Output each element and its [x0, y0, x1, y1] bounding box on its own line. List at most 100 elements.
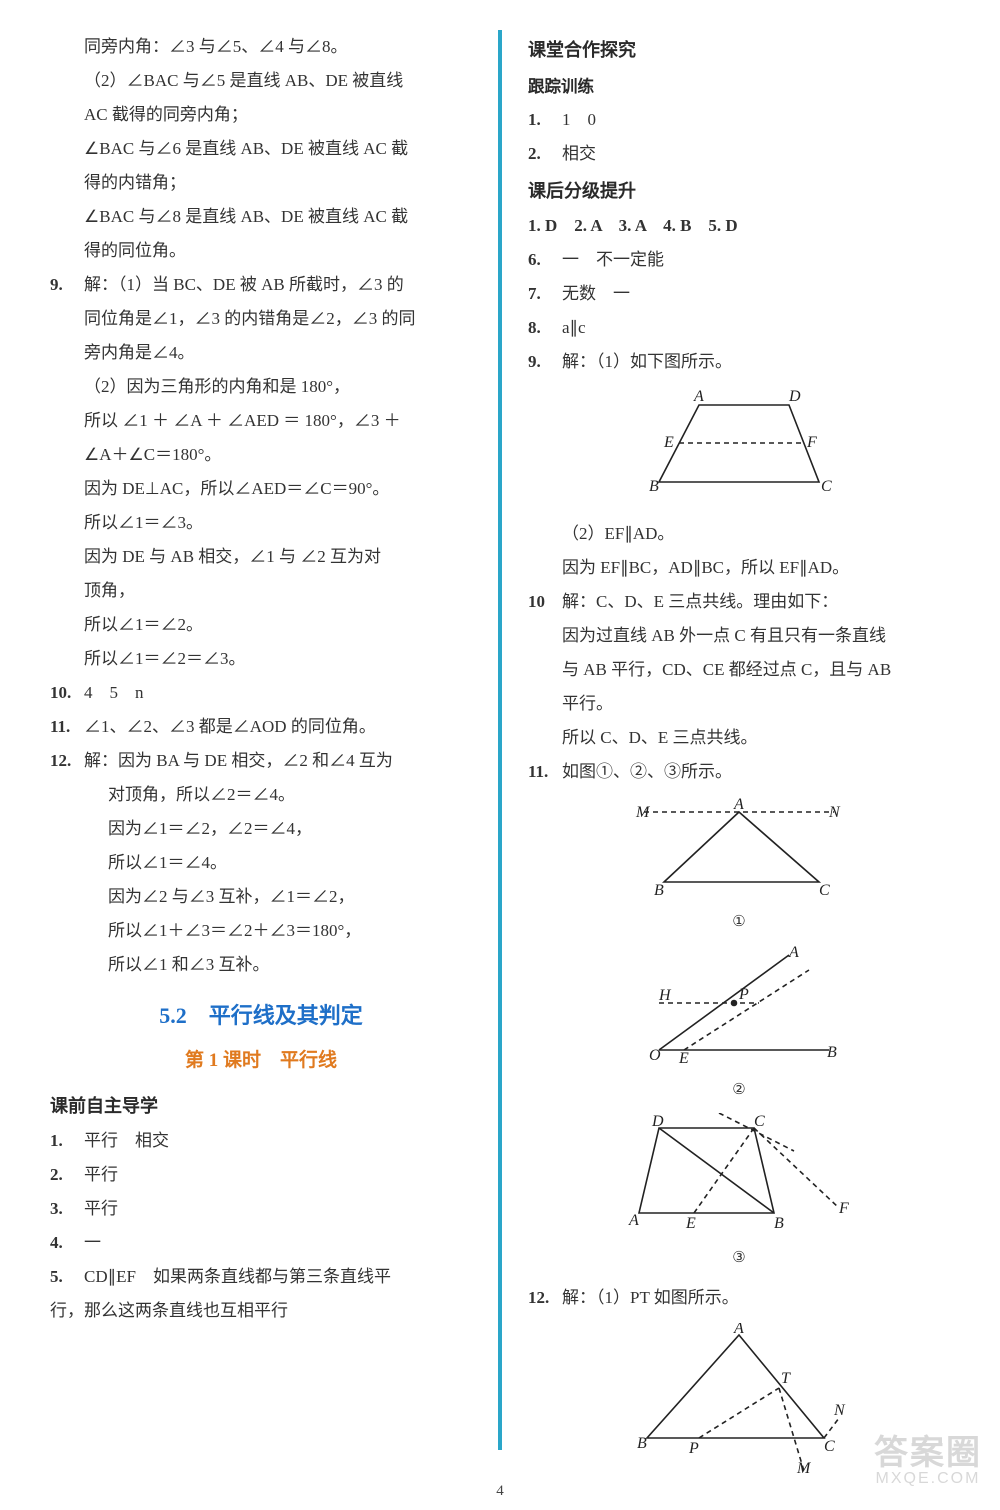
para: 因为 DE⊥AC，所以∠AED＝∠C＝90°。 — [50, 472, 472, 506]
subsection-title: 第 1 课时 平行线 — [50, 1042, 472, 1080]
track-2: 2. 相交 — [528, 137, 950, 171]
item-7: 7. 无数 一 — [528, 277, 950, 311]
svg-text:D: D — [651, 1113, 664, 1130]
item-11: 11. 如图①、②、③所示。 — [528, 755, 950, 789]
item-number: 9. — [50, 268, 84, 302]
item-body: 一 — [84, 1226, 472, 1260]
para: （2）EF∥AD。 — [528, 517, 950, 551]
item-number: 1. — [50, 1124, 84, 1158]
svg-text:A: A — [733, 1323, 744, 1337]
para: 所以∠1＋∠3＝∠2＋∠3＝180°， — [50, 914, 472, 948]
svg-text:B: B — [774, 1215, 784, 1232]
item-body: 解：C、D、E 三点共线。理由如下： — [562, 585, 950, 619]
svg-text:M: M — [635, 804, 651, 821]
item-number: 3. — [50, 1192, 84, 1226]
pre-1: 1. 平行 相交 — [50, 1124, 472, 1158]
svg-text:E: E — [663, 434, 674, 451]
para: 因为 DE 与 AB 相交，∠1 与 ∠2 互为对 — [50, 540, 472, 574]
pre-3: 3. 平行 — [50, 1192, 472, 1226]
figure-label: ① — [528, 907, 950, 937]
item-body: 相交 — [562, 137, 950, 171]
para: ∠A＋∠C＝180°。 — [50, 438, 472, 472]
para: 所以 C、D、E 三点共线。 — [528, 721, 950, 755]
item-number: 1. — [528, 103, 562, 137]
two-column-layout: 同旁内角：∠3 与∠5、∠4 与∠8。 （2）∠BAC 与∠5 是直线 AB、D… — [40, 30, 960, 1450]
svg-text:N: N — [833, 1402, 846, 1419]
section-title: 5.2 平行线及其判定 — [50, 994, 472, 1038]
para: 因为 EF∥BC，AD∥BC，所以 EF∥AD。 — [528, 551, 950, 585]
svg-text:H: H — [658, 987, 672, 1004]
para: 所以∠1＝∠2。 — [50, 608, 472, 642]
svg-text:P: P — [738, 986, 749, 1003]
right-column: 课堂合作探究 跟踪训练 1. 1 0 2. 相交 课后分级提升 1. D 2. … — [504, 30, 960, 1450]
para: 得的同位角。 — [50, 234, 472, 268]
svg-text:A: A — [788, 945, 799, 961]
svg-text:A: A — [628, 1212, 639, 1229]
item-number: 2. — [50, 1158, 84, 1192]
left-column: 同旁内角：∠3 与∠5、∠4 与∠8。 （2）∠BAC 与∠5 是直线 AB、D… — [40, 30, 496, 1450]
pre-2: 2. 平行 — [50, 1158, 472, 1192]
svg-text:B: B — [827, 1044, 837, 1061]
para: 所以∠1 和∠3 互补。 — [50, 948, 472, 982]
svg-text:C: C — [821, 478, 832, 495]
item-11: 11. ∠1、∠2、∠3 都是∠AOD 的同位角。 — [50, 710, 472, 744]
svg-text:A: A — [693, 388, 704, 405]
watermark-line1: 答案圈 — [874, 1425, 982, 1474]
svg-text:M: M — [796, 1460, 812, 1473]
para: （2）因为三角形的内角和是 180°， — [50, 370, 472, 404]
figure-1: A M N B C ① — [528, 797, 950, 937]
mc-answers: 1. D 2. A 3. A 4. B 5. D — [528, 209, 950, 243]
item-body: 如图①、②、③所示。 — [562, 755, 950, 789]
para: 行，那么这两条直线也互相平行 — [50, 1294, 472, 1328]
item-number: 5. — [50, 1260, 84, 1294]
para: 平行。 — [528, 687, 950, 721]
subheading: 跟踪训练 — [528, 70, 950, 103]
item-number: 7. — [528, 277, 562, 311]
para: 旁内角是∠4。 — [50, 336, 472, 370]
figure-3: D C A E B F ③ — [528, 1113, 950, 1273]
item-body: 平行 — [84, 1158, 472, 1192]
item-9: 9. 解：（1）如下图所示。 — [528, 345, 950, 379]
item-number: 12. — [50, 744, 84, 778]
item-number: 9. — [528, 345, 562, 379]
svg-text:E: E — [678, 1050, 689, 1065]
para: ∠BAC 与∠6 是直线 AB、DE 被直线 AC 截 — [50, 132, 472, 166]
para: 所以∠1＝∠2＝∠3。 — [50, 642, 472, 676]
svg-text:C: C — [754, 1113, 765, 1130]
para: 同旁内角：∠3 与∠5、∠4 与∠8。 — [50, 30, 472, 64]
svg-text:P: P — [688, 1440, 699, 1457]
para: 对顶角，所以∠2＝∠4。 — [50, 778, 472, 812]
item-body: 无数 一 — [562, 277, 950, 311]
para: 得的内错角； — [50, 166, 472, 200]
item-8: 8. a∥c — [528, 311, 950, 345]
item-body: 1 0 — [562, 103, 950, 137]
svg-text:B: B — [654, 882, 664, 897]
para: 因为∠2 与∠3 互补，∠1＝∠2， — [50, 880, 472, 914]
item-body: 4 5 n — [84, 676, 472, 710]
svg-text:O: O — [649, 1047, 661, 1064]
item-6: 6. 一 不一定能 — [528, 243, 950, 277]
para: 所以 ∠1 ＋ ∠A ＋ ∠AED ＝ 180°，∠3 ＋ — [50, 404, 472, 438]
item-body: 一 不一定能 — [562, 243, 950, 277]
item-body: 解：（1）如下图所示。 — [562, 345, 950, 379]
item-9: 9. 解：（1）当 BC、DE 被 AB 所截时，∠3 的 — [50, 268, 472, 302]
para: 同位角是∠1，∠3 的内错角是∠2，∠3 的同 — [50, 302, 472, 336]
item-body: 解：（1）当 BC、DE 被 AB 所截时，∠3 的 — [84, 268, 472, 302]
item-number: 4. — [50, 1226, 84, 1260]
watermark-line2: MXQE.COM — [874, 1470, 982, 1488]
svg-text:D: D — [788, 388, 801, 405]
svg-text:F: F — [806, 434, 817, 451]
item-body: 平行 相交 — [84, 1124, 472, 1158]
figure-label: ② — [528, 1075, 950, 1105]
item-number: 11. — [528, 755, 562, 789]
item-10: 10. 4 5 n — [50, 676, 472, 710]
svg-text:E: E — [685, 1215, 696, 1232]
item-body: CD∥EF 如果两条直线都与第三条直线平 — [84, 1260, 472, 1294]
preclass-heading: 课前自主导学 — [50, 1088, 472, 1124]
item-number: 6. — [528, 243, 562, 277]
svg-text:B: B — [649, 478, 659, 495]
figure-label: ③ — [528, 1243, 950, 1273]
para: 因为过直线 AB 外一点 C 有且只有一条直线 — [528, 619, 950, 653]
para: 因为∠1＝∠2，∠2＝∠4， — [50, 812, 472, 846]
pre-4: 4. 一 — [50, 1226, 472, 1260]
